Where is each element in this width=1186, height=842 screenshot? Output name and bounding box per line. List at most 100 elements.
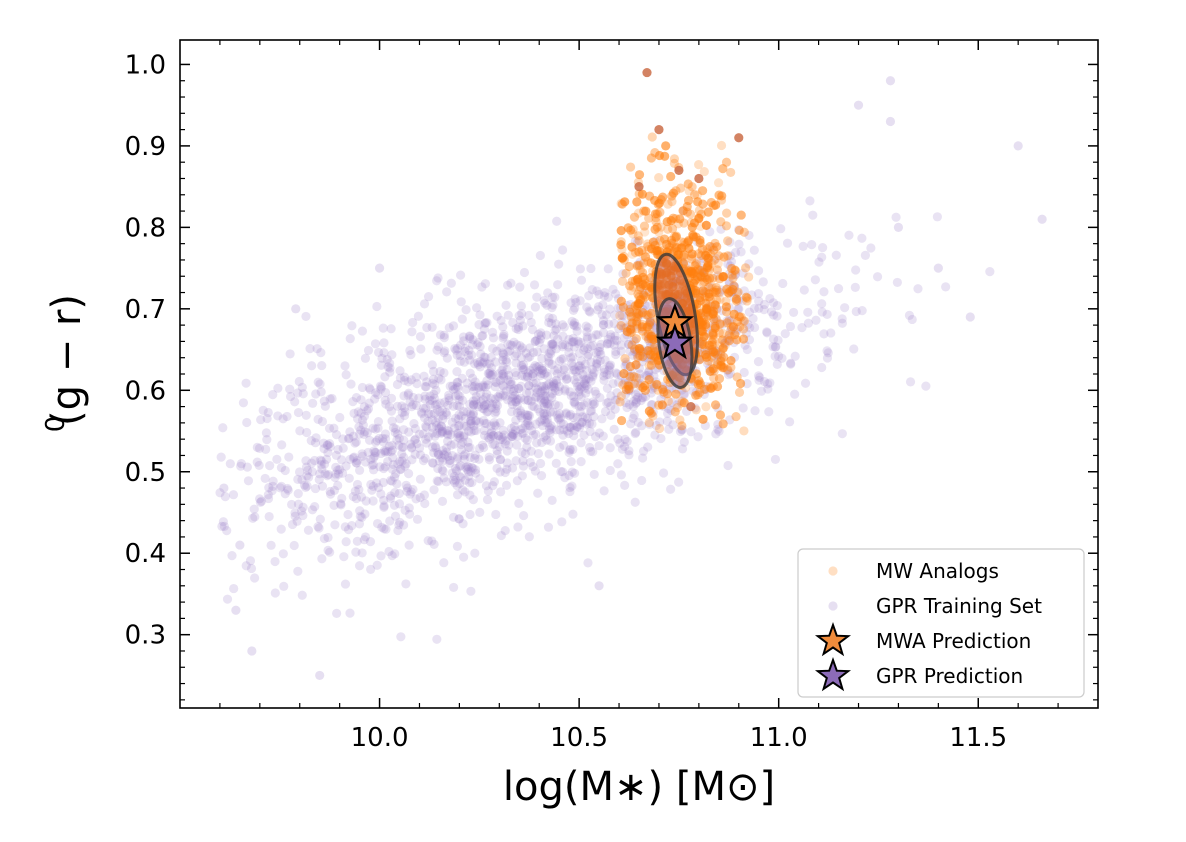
- mw-analog-point: [650, 352, 660, 363]
- gpr-training-point: [419, 490, 430, 500]
- gpr-training-point: [317, 464, 327, 474]
- gpr-training-point: [305, 344, 315, 354]
- gpr-training-point: [631, 398, 641, 409]
- gpr-training-point: [264, 511, 274, 522]
- gpr-training-point: [731, 247, 741, 258]
- gpr-training-point: [429, 393, 439, 403]
- gpr-training-point: [256, 415, 266, 425]
- gpr-training-point: [530, 466, 541, 476]
- gpr-training-point: [468, 408, 479, 418]
- gpr-training-point: [416, 407, 427, 417]
- gpr-training-point: [574, 401, 584, 411]
- gpr-training-point: [366, 454, 376, 464]
- gpr-training-point: [511, 397, 521, 407]
- gpr-training-point: [499, 430, 509, 440]
- gpr-training-point: [610, 335, 620, 345]
- gpr-training-point: [420, 498, 430, 509]
- gpr-training-point: [569, 431, 579, 441]
- mw-analog-point: [685, 209, 696, 219]
- gpr-training-point: [590, 386, 600, 396]
- gpr-training-point: [293, 407, 304, 418]
- gpr-training-point: [498, 349, 509, 359]
- gpr-training-point: [814, 257, 824, 267]
- gpr-training-point: [389, 472, 400, 482]
- gpr-training-point: [433, 476, 443, 487]
- gpr-training-point: [380, 447, 390, 457]
- gpr-training-point: [605, 339, 615, 349]
- gpr-training-point: [511, 456, 521, 466]
- gpr-training-point: [421, 403, 431, 413]
- gpr-training-point: [542, 380, 552, 390]
- mw-analog-point: [663, 396, 673, 406]
- mw-analog-point: [632, 261, 642, 271]
- y-tick-label: 0.8: [125, 213, 166, 243]
- gpr-training-point: [524, 411, 535, 421]
- gpr-training-point: [636, 395, 646, 406]
- gpr-training-point: [576, 382, 587, 392]
- gpr-training-point: [351, 437, 361, 447]
- gpr-training-point: [451, 466, 462, 476]
- gpr-training-point: [475, 474, 485, 484]
- gpr-training-point: [357, 548, 367, 558]
- gpr-training-point: [263, 490, 273, 500]
- gpr-training-point: [776, 224, 786, 234]
- mw-analog-point: [684, 235, 694, 246]
- gpr-training-point: [333, 465, 343, 475]
- gpr-training-point: [387, 464, 397, 474]
- gpr-training-point: [452, 481, 462, 491]
- gpr-training-point: [358, 420, 368, 430]
- gpr-training-point: [885, 116, 896, 127]
- gpr-training-point: [453, 377, 463, 388]
- gpr-training-point: [509, 421, 520, 431]
- gpr-training-point: [496, 315, 506, 326]
- gpr-training-point: [267, 486, 277, 496]
- gpr-training-point: [397, 456, 407, 466]
- gpr-training-point: [754, 296, 764, 306]
- gpr-training-point: [604, 365, 614, 375]
- gpr-training-point: [385, 493, 396, 503]
- gpr-training-point: [581, 381, 591, 391]
- gpr-training-point: [270, 588, 280, 598]
- mw-analog-point: [638, 308, 648, 318]
- gpr-training-point: [769, 310, 779, 320]
- gpr-training-point: [385, 358, 395, 368]
- gpr-training-point: [387, 350, 397, 360]
- gpr-training-point: [370, 394, 380, 404]
- mw-analog-point: [652, 246, 662, 256]
- gpr-training-point: [443, 430, 453, 440]
- gpr-training-point: [605, 304, 615, 314]
- gpr-training-point: [215, 488, 225, 498]
- gpr-training-point: [531, 378, 541, 388]
- gpr-training-point: [388, 459, 399, 470]
- gpr-training-point: [572, 412, 582, 422]
- gpr-training-point: [797, 323, 807, 333]
- gpr-training-point: [603, 397, 613, 407]
- gpr-training-point: [492, 449, 502, 460]
- gpr-training-point: [466, 416, 476, 426]
- gpr-training-point: [677, 425, 687, 435]
- gpr-training-point: [435, 407, 445, 417]
- gpr-training-point: [604, 361, 614, 371]
- gpr-training-point: [477, 440, 488, 450]
- gpr-training-point: [452, 490, 463, 500]
- gpr-training-point: [331, 430, 342, 440]
- gpr-training-point: [335, 412, 345, 423]
- gpr-training-point: [533, 384, 543, 395]
- gpr-training-point: [485, 370, 495, 380]
- mw-analog-point: [736, 210, 746, 220]
- gpr-training-point: [501, 355, 511, 365]
- mw-analog-point: [707, 340, 717, 350]
- gpr-training-point: [466, 418, 476, 428]
- gpr-training-point: [570, 399, 580, 409]
- gpr-training-point: [474, 454, 484, 464]
- gpr-training-point: [542, 399, 553, 409]
- gpr-training-point: [629, 410, 639, 420]
- gpr-training-point: [452, 350, 462, 360]
- mw-analog-point: [708, 347, 719, 357]
- gpr-training-point: [627, 371, 637, 382]
- gpr-training-point: [535, 334, 546, 344]
- mw-analog-point: [641, 331, 651, 342]
- gpr-training-point: [372, 518, 383, 529]
- gpr-training-point: [399, 435, 409, 445]
